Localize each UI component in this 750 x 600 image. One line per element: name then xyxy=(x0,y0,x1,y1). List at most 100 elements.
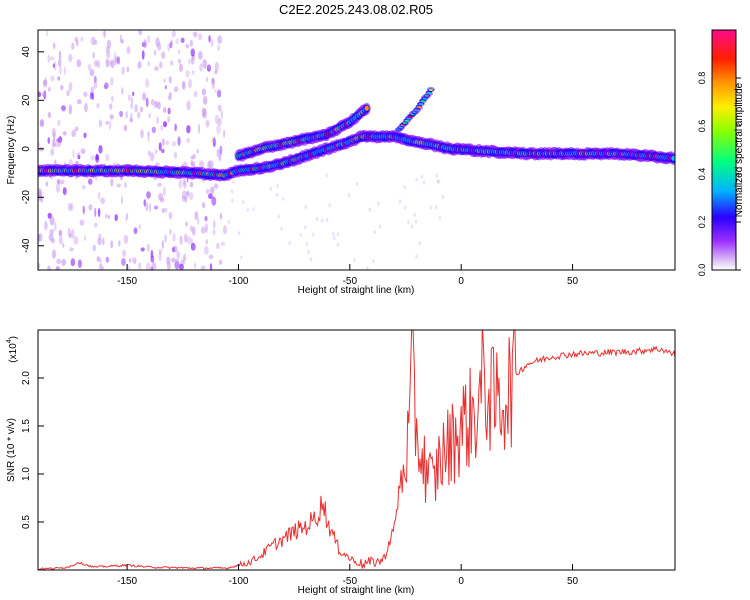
noise-speck xyxy=(90,154,95,161)
noise-speck xyxy=(174,260,180,270)
noise-speck xyxy=(93,82,98,90)
noise-speck xyxy=(80,36,84,42)
noise-speck xyxy=(124,181,127,189)
noise-speck xyxy=(435,205,438,210)
y-tick-label: -40 xyxy=(21,238,32,253)
noise-speck xyxy=(161,51,166,59)
noise-speck xyxy=(231,198,234,203)
noise-speck xyxy=(121,87,124,95)
noise-speck xyxy=(105,256,110,263)
noise-speck xyxy=(163,78,166,83)
y-tick-label: -20 xyxy=(21,190,32,205)
noise-speck xyxy=(116,56,121,65)
noise-speck xyxy=(38,234,41,242)
noise-speck xyxy=(62,131,67,136)
noise-speck xyxy=(128,94,131,102)
noise-speck xyxy=(114,51,117,61)
noise-speck xyxy=(161,240,164,250)
noise-speck xyxy=(69,232,72,239)
noise-speck xyxy=(170,257,176,263)
noise-speck xyxy=(414,219,418,224)
spectrogram-frame xyxy=(37,29,676,271)
noise-speck xyxy=(185,70,190,78)
noise-speck xyxy=(175,38,179,45)
noise-speck xyxy=(50,75,55,82)
noise-speck xyxy=(51,249,57,259)
x-tick-label: 0 xyxy=(458,276,464,287)
noise-speck xyxy=(110,178,114,187)
noise-speck xyxy=(429,205,433,210)
noise-speck xyxy=(209,186,215,195)
noise-speck xyxy=(194,262,197,269)
noise-speck xyxy=(160,124,163,131)
noise-speck xyxy=(110,59,115,69)
noise-speck xyxy=(212,228,216,236)
noise-speck xyxy=(48,86,51,92)
colorbar-tick-label: 0.6 xyxy=(697,120,707,133)
noise-speck xyxy=(71,42,75,50)
noise-speck xyxy=(192,31,198,38)
noise-speck xyxy=(158,248,162,255)
x-tick-label: -50 xyxy=(343,276,358,287)
noise-speck xyxy=(70,228,75,239)
colorbar-tick-label: 0.8 xyxy=(697,72,707,85)
trace-core xyxy=(420,100,426,103)
noise-speck xyxy=(188,58,191,65)
noise-speck xyxy=(143,39,147,49)
noise-speck xyxy=(353,257,356,262)
noise-speck xyxy=(169,60,174,66)
noise-speck xyxy=(205,119,210,128)
noise-speck xyxy=(157,101,161,110)
noise-speck xyxy=(309,257,313,262)
trace-core xyxy=(364,105,369,111)
noise-speck xyxy=(437,179,440,184)
noise-speck xyxy=(203,96,208,105)
noise-speck xyxy=(103,30,106,38)
noise-speck xyxy=(134,104,138,113)
noise-speck xyxy=(186,137,191,143)
spectrogram-panel: -150 -100 -50 0 50 -40 -20 0 20 40 Height of str… xyxy=(6,29,676,296)
noise-speck xyxy=(61,258,67,267)
noise-speck xyxy=(151,262,157,270)
noise-speck xyxy=(105,120,109,125)
noise-speck xyxy=(368,207,371,212)
noise-speck xyxy=(170,39,174,45)
noise-speck xyxy=(186,190,189,198)
noise-speck xyxy=(282,196,285,201)
noise-speck xyxy=(185,221,188,227)
noise-speck xyxy=(190,155,195,160)
noise-speck xyxy=(191,226,196,236)
noise-speck xyxy=(62,242,65,248)
noise-speck xyxy=(190,57,195,65)
noise-speck xyxy=(307,249,310,254)
noise-speck xyxy=(58,50,62,61)
noise-speck xyxy=(163,207,168,213)
noise-speck xyxy=(123,234,129,245)
noise-speck xyxy=(208,193,213,200)
noise-speck xyxy=(203,108,207,119)
noise-speck xyxy=(168,76,172,84)
noise-speck xyxy=(214,183,219,189)
noise-speck xyxy=(96,256,101,262)
noise-speck xyxy=(199,63,203,72)
noise-speck xyxy=(70,202,74,211)
noise-speck xyxy=(165,140,170,145)
noise-speck xyxy=(125,213,129,220)
colorbar: 0.0 0.2 0.4 0.6 0.8 Normalized spectral ampl… xyxy=(697,29,745,276)
noise-speck xyxy=(119,110,123,118)
noise-speck xyxy=(240,255,243,260)
noise-speck xyxy=(326,217,329,222)
noise-speck xyxy=(97,233,102,241)
noise-speck xyxy=(38,262,41,269)
noise-speck xyxy=(55,183,61,193)
noise-speck xyxy=(52,42,56,50)
noise-speck xyxy=(185,190,190,196)
noise-speck xyxy=(138,223,142,230)
noise-speck xyxy=(80,148,86,154)
noise-speck xyxy=(176,250,181,259)
noise-speck xyxy=(205,76,209,83)
noise-speck xyxy=(99,258,102,268)
noise-speck xyxy=(206,188,210,195)
noise-speck xyxy=(57,119,61,127)
